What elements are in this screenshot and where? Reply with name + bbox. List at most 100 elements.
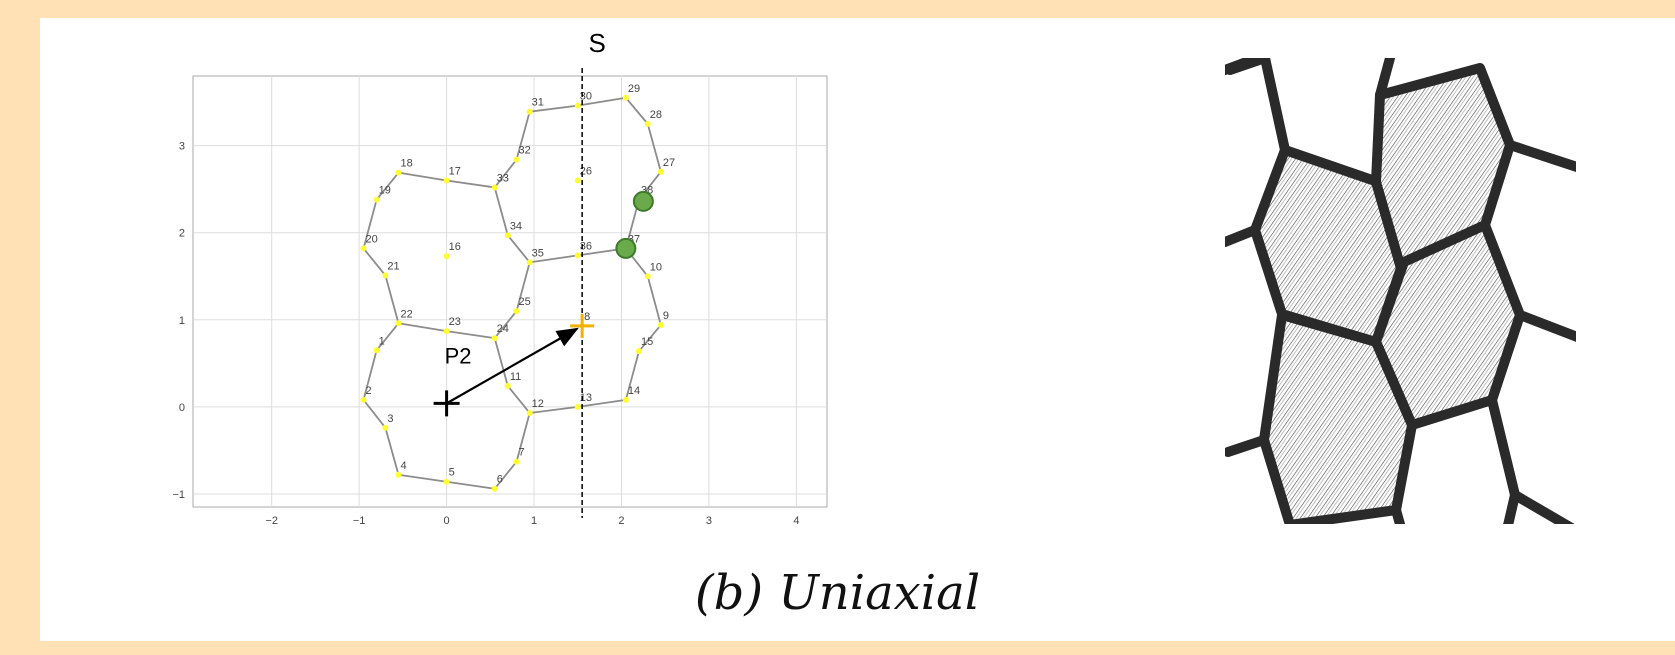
point-label: 3 [387, 413, 393, 425]
highlight-marker [632, 190, 654, 212]
lattice-point [491, 485, 498, 492]
lattice-edge [646, 276, 662, 326]
point-label: 8 [584, 311, 590, 323]
lattice-point [622, 396, 629, 403]
lattice-point [513, 308, 520, 315]
lattice-edge [507, 385, 531, 414]
lattice-edge [507, 234, 531, 263]
point-label: 24 [497, 323, 509, 335]
lattice-edge [577, 399, 626, 408]
lattice-point [443, 478, 450, 485]
y-tick-label: −1 [172, 489, 185, 501]
x-tick-label: 0 [444, 515, 450, 527]
lattice-edge [446, 480, 495, 490]
x-tick-label: 3 [706, 515, 712, 527]
lattice-point [657, 168, 664, 175]
lattice-point [513, 458, 520, 465]
symmetry-line-label: S [588, 28, 605, 58]
lattice-point [574, 177, 581, 184]
y-tick-label: 0 [179, 402, 185, 414]
lattice-edge [493, 187, 509, 236]
point-label: 23 [449, 316, 461, 328]
target-plus-marker [570, 313, 595, 338]
lattice-point [635, 348, 642, 355]
figure-caption: (b) Uniaxial [694, 565, 981, 621]
origin-plus-marker [433, 390, 460, 417]
lattice-point [574, 403, 581, 410]
highlight-marker [615, 237, 637, 259]
point-label: 17 [449, 165, 461, 177]
lattice-edge [529, 405, 578, 414]
point-label: 1 [379, 335, 385, 347]
point-label: 19 [379, 185, 391, 197]
point-label: 35 [532, 247, 544, 259]
lattice-point [657, 322, 664, 329]
lattice-point [395, 320, 402, 327]
lattice-point [491, 184, 498, 191]
point-label: 2 [366, 385, 372, 397]
lattice-edge [493, 461, 518, 490]
lattice-edge [384, 275, 400, 324]
lattice-edge [515, 262, 531, 312]
lattice-point [360, 245, 367, 252]
point-label: 32 [519, 145, 531, 157]
point-label: 31 [532, 97, 544, 109]
lattice-edge [398, 473, 447, 483]
lattice-point [395, 471, 402, 478]
lattice-point [373, 347, 380, 354]
lattice-point [395, 169, 402, 176]
lattice-point [443, 253, 450, 260]
lattice-point [360, 396, 367, 403]
p2-vector-arrow [446, 327, 579, 405]
lattice-point [526, 409, 533, 416]
lattice-edge [624, 350, 640, 401]
point-label: 4 [401, 460, 407, 472]
lattice-edge [362, 199, 378, 249]
x-tick-label: −1 [353, 515, 366, 527]
point-label: 27 [663, 157, 675, 169]
lattice-edge [493, 310, 518, 339]
lattice-point [443, 328, 450, 335]
x-tick-label: 2 [618, 515, 624, 527]
x-tick-label: 1 [531, 515, 537, 527]
lattice-point [622, 94, 629, 101]
point-label: 33 [497, 172, 509, 184]
lattice-edge [646, 123, 662, 173]
x-tick-label: 4 [793, 515, 799, 527]
plot-area [192, 75, 828, 508]
lattice-point [504, 232, 511, 239]
lattice-edge [362, 399, 387, 429]
honeycomb-texture-image [1225, 58, 1576, 524]
lattice-edge [446, 179, 495, 189]
lattice-edge [625, 97, 649, 125]
lattice-point [644, 120, 651, 127]
lattice-point [382, 272, 389, 279]
lattice-point [373, 196, 380, 203]
lattice-edge [446, 330, 495, 339]
x-tick-label: −2 [265, 515, 278, 527]
lattice-point [574, 252, 581, 259]
point-label: 6 [497, 474, 503, 486]
y-tick-label: 2 [179, 228, 185, 240]
lattice-edge [493, 337, 509, 387]
point-label: 12 [532, 398, 544, 410]
point-label: 11 [510, 371, 521, 383]
lattice-edge [638, 324, 662, 352]
highlighted-points [615, 190, 654, 259]
lattice-edge [398, 171, 447, 182]
point-label: 10 [650, 261, 662, 273]
lattice-point [491, 335, 498, 342]
point-label: 18 [401, 158, 413, 170]
point-label: 15 [641, 336, 653, 348]
lattice-point [574, 102, 581, 109]
point-label: 16 [449, 241, 461, 253]
point-label: 36 [580, 240, 592, 252]
lattice-point [526, 108, 533, 115]
point-label: 9 [663, 310, 669, 322]
lattice-edge [515, 111, 531, 160]
lattice-edge [493, 159, 518, 189]
lattice-point [504, 382, 511, 389]
lattice-edge [384, 427, 400, 476]
lattice-point [513, 156, 520, 163]
